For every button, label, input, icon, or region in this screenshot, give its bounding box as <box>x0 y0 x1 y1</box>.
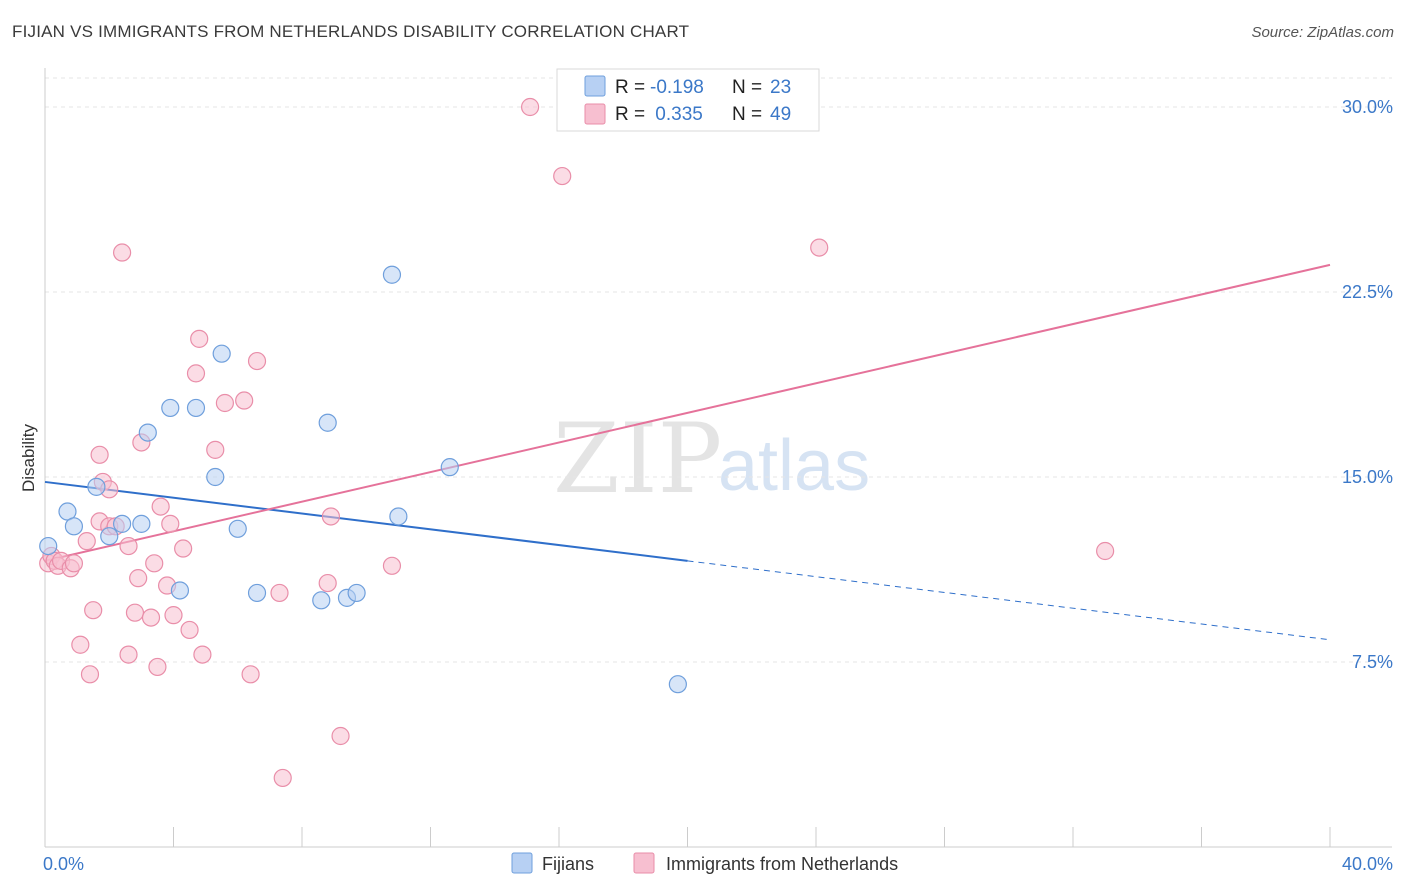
point-netherlands <box>64 554 84 573</box>
point-netherlands <box>318 573 337 593</box>
y-tick-label: 7.5% <box>1352 652 1393 672</box>
y-tick-label: 30.0% <box>1342 97 1393 117</box>
y-axis-title: Disability <box>19 423 38 492</box>
point-netherlands <box>174 539 193 558</box>
point-netherlands <box>180 620 199 640</box>
x-tick-labels: 0.0% 40.0% <box>43 854 1393 874</box>
point-netherlands <box>206 440 225 459</box>
trend-lines <box>44 263 1331 641</box>
point-netherlands <box>77 532 96 551</box>
point-netherlands <box>90 445 109 464</box>
point-netherlands <box>382 556 402 575</box>
point-netherlands <box>1096 541 1115 561</box>
point-fijians <box>347 583 366 603</box>
point-netherlands <box>84 601 103 620</box>
trend-line-fijians <box>44 480 688 562</box>
y-tick-label: 22.5% <box>1342 282 1393 302</box>
point-fijians <box>382 265 402 284</box>
point-netherlands <box>148 657 167 677</box>
point-fijians <box>87 477 106 496</box>
point-fijians <box>440 458 459 477</box>
point-netherlands <box>71 635 90 654</box>
point-netherlands <box>247 351 267 371</box>
point-netherlands <box>112 243 132 262</box>
series-legend-swatch-netherlands <box>633 852 655 874</box>
point-fijians <box>206 467 225 487</box>
point-netherlands <box>190 329 209 348</box>
watermark-zip: ZIP <box>553 403 722 515</box>
legend-r-value-netherlands: 0.335 <box>650 104 703 125</box>
legend-swatch-netherlands <box>584 103 606 125</box>
legend-n-label-netherlands: N = <box>732 104 762 125</box>
point-netherlands <box>80 665 100 684</box>
legend-r-label-netherlands: R = <box>615 104 645 125</box>
legend-n-label-fijians: N = <box>732 77 762 98</box>
legend-r-value-fijians: -0.198 <box>650 77 704 98</box>
point-netherlands <box>119 645 138 664</box>
watermark-atlas: atlas <box>718 426 870 506</box>
point-fijians <box>228 519 247 538</box>
y-tick-label: 15.0% <box>1342 467 1393 487</box>
point-netherlands <box>520 97 540 117</box>
point-netherlands <box>241 665 260 684</box>
point-netherlands <box>270 583 289 603</box>
point-fijians <box>138 423 157 442</box>
point-netherlands <box>161 514 180 533</box>
point-fijians <box>112 514 132 533</box>
x-tick-label: 40.0% <box>1342 854 1393 874</box>
point-netherlands <box>186 364 206 383</box>
legend-n-value-fijians: 23 <box>770 77 791 98</box>
point-fijians <box>170 581 190 600</box>
gridlines <box>45 77 1392 663</box>
trend-line-extension-fijians <box>687 560 1331 641</box>
x-tick-label: 0.0% <box>43 854 84 874</box>
point-netherlands <box>810 238 829 257</box>
y-tick-labels: 7.5% 15.0% 22.5% 30.0% <box>1342 97 1393 672</box>
point-fijians <box>247 583 267 603</box>
point-netherlands <box>119 536 138 556</box>
point-netherlands <box>141 608 161 627</box>
point-netherlands <box>215 393 234 413</box>
axes <box>44 68 1392 848</box>
point-fijians <box>64 517 84 536</box>
point-netherlands <box>164 606 183 625</box>
legend-swatch-fijians <box>584 75 606 97</box>
point-netherlands <box>553 166 572 186</box>
point-fijians <box>100 527 119 546</box>
point-netherlands <box>321 507 341 526</box>
legend-n-value-netherlands: 49 <box>770 104 791 125</box>
point-fijians <box>186 398 206 418</box>
series-legend-swatch-fijians <box>511 852 533 874</box>
trend-line-netherlands <box>44 263 1331 562</box>
watermark: ZIP atlas <box>553 403 870 515</box>
point-fijians <box>161 398 180 418</box>
point-netherlands <box>331 726 350 746</box>
legend-r-label-fijians: R = <box>615 77 645 98</box>
series-legend-label-fijians: Fijians <box>542 854 594 874</box>
point-netherlands <box>193 645 212 664</box>
point-netherlands <box>145 554 164 573</box>
point-fijians <box>668 675 687 694</box>
point-fijians <box>212 344 231 363</box>
point-netherlands <box>273 768 292 788</box>
point-fijians <box>132 514 151 533</box>
point-fijians <box>318 413 337 432</box>
series-legend-label-netherlands: Immigrants from Netherlands <box>666 854 898 874</box>
point-fijians <box>312 591 331 610</box>
chart-title: FIJIAN VS IMMIGRANTS FROM NETHERLANDS DI… <box>12 22 690 41</box>
data-points <box>39 97 1115 788</box>
point-netherlands <box>125 603 145 622</box>
point-fijians <box>389 507 408 526</box>
point-netherlands <box>151 497 170 516</box>
point-fijians <box>39 536 58 556</box>
stats-legend: R = -0.198 N = 23 R = 0.335 N = 49 <box>556 68 820 132</box>
series-legend: Fijians Immigrants from Netherlands <box>511 852 898 874</box>
chart-source: Source: ZipAtlas.com <box>1251 24 1394 41</box>
point-netherlands <box>235 391 254 410</box>
point-netherlands <box>129 569 148 588</box>
